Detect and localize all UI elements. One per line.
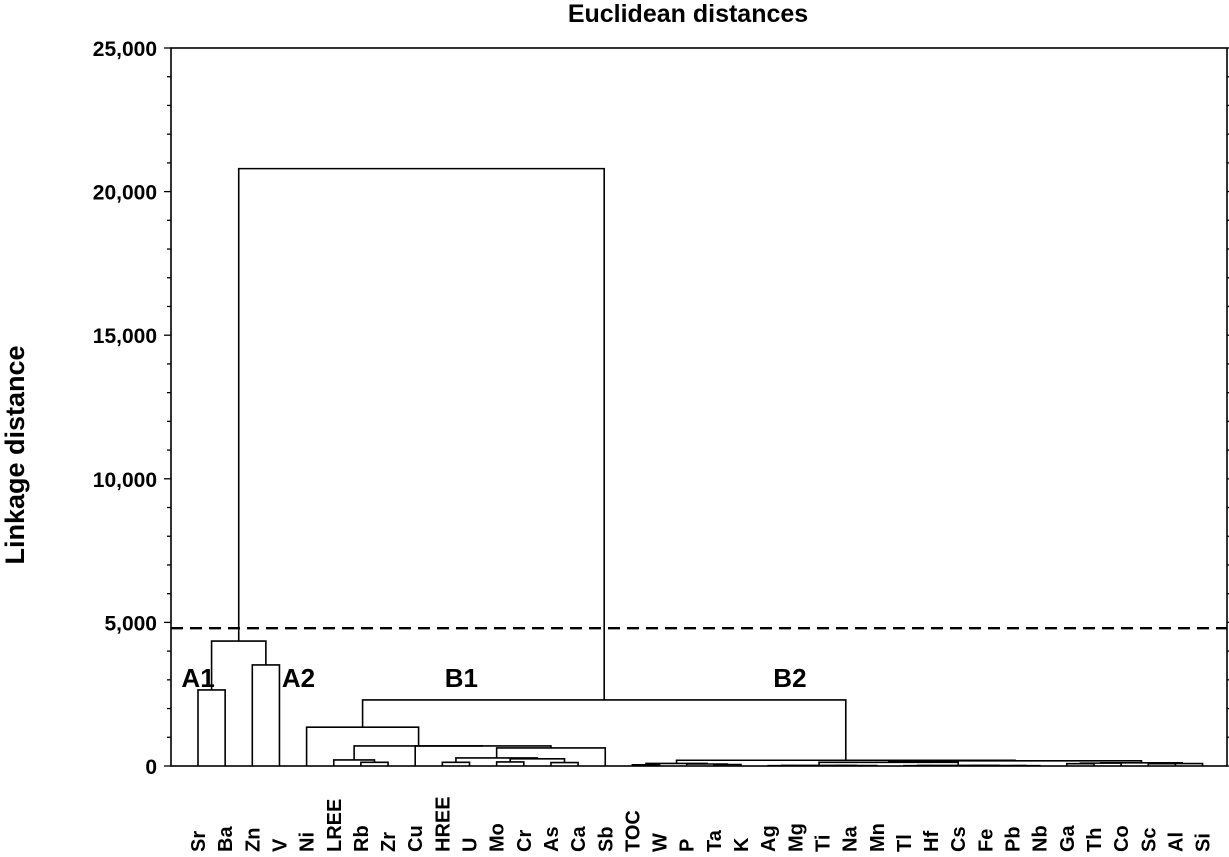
dendrogram-link — [550, 761, 579, 766]
cluster-label: B2 — [773, 663, 806, 693]
y-axis-label: Linkage distance — [0, 345, 30, 564]
leaf-label: Ca — [568, 826, 590, 852]
leaf-label: Sb — [595, 826, 617, 852]
y-tick-label: 0 — [145, 756, 157, 779]
leaf-label: Na — [840, 826, 862, 852]
dendrogram-link — [237, 167, 605, 700]
leaf-label: Hf — [921, 831, 943, 852]
leaf-label: Sr — [188, 831, 210, 852]
dendrogram-link — [361, 699, 847, 761]
plot-frame — [170, 47, 1228, 767]
leaf-label: LREE — [324, 799, 346, 852]
leaf-label: Ga — [1057, 824, 1079, 852]
leaf-label: Ag — [758, 825, 780, 852]
leaf-label: Sc — [1138, 828, 1160, 852]
leaf-label: K — [731, 837, 753, 852]
leaf-label: Cs — [948, 826, 970, 852]
leaf-label: Ni — [297, 832, 319, 852]
leaf-label: W — [650, 833, 672, 852]
leaf-label: Zn — [242, 828, 264, 852]
leaf-label: Pb — [1003, 826, 1025, 852]
leaf-label: Nb — [1030, 825, 1052, 852]
leaf-label: Al — [1165, 832, 1187, 852]
leaf-label: Ti — [812, 835, 834, 852]
dendrogram-link — [332, 759, 376, 766]
y-tick-label: 20,000 — [93, 182, 157, 205]
dendrogram-links — [197, 167, 1204, 767]
leaf-label: HREE — [432, 796, 454, 852]
leaf-label: U — [460, 838, 482, 852]
leaf-label: Th — [1084, 828, 1106, 852]
leaf-label: Co — [1111, 825, 1133, 852]
dendrogram-link — [251, 664, 281, 766]
y-tick-label: 15,000 — [93, 325, 157, 348]
leaf-label: Mg — [785, 823, 807, 852]
cluster-label: A2 — [282, 663, 315, 693]
leaf-label: TOC — [622, 810, 644, 852]
leaf-label: Zr — [378, 832, 400, 852]
dendrogram-link — [414, 745, 552, 766]
y-tick-label: 5,000 — [104, 612, 157, 635]
dendrogram-link — [1099, 762, 1183, 764]
leaf-label: Tl — [894, 834, 916, 852]
leaf-label: Cr — [514, 830, 536, 852]
dendrogram-link — [353, 745, 484, 760]
chart-title: Euclidean distances — [568, 0, 808, 28]
dendrogram-link — [197, 689, 226, 766]
leaf-label: P — [677, 839, 699, 852]
y-tick-label: 25,000 — [93, 38, 157, 61]
leaf-label: V — [269, 838, 291, 852]
y-axis: 0 5,000 10,000 15,000 20,000 25,000 — [93, 38, 1229, 779]
leaf-label: Mn — [867, 823, 889, 852]
x-axis-leaf-labels: Sr Ba Zn V Ni LREE Rb Zr Cu HREE U Mo Cr As Ca Sb TOC W P T… — [188, 796, 1215, 852]
y-tick-label: 10,000 — [93, 469, 157, 492]
leaf-label: Ba — [215, 826, 237, 852]
cluster-label: B1 — [445, 663, 478, 693]
leaf-label: Si — [1193, 833, 1215, 852]
leaf-label: Ta — [704, 829, 726, 852]
leaf-label: Rb — [351, 825, 373, 852]
leaf-label: Mo — [487, 823, 509, 852]
leaf-label: Fe — [975, 829, 997, 852]
cluster-label: A1 — [181, 663, 214, 693]
leaf-label: Cu — [405, 825, 427, 852]
leaf-label: As — [541, 826, 563, 852]
cluster-labels: A1 A2 B1 B2 — [181, 663, 806, 693]
